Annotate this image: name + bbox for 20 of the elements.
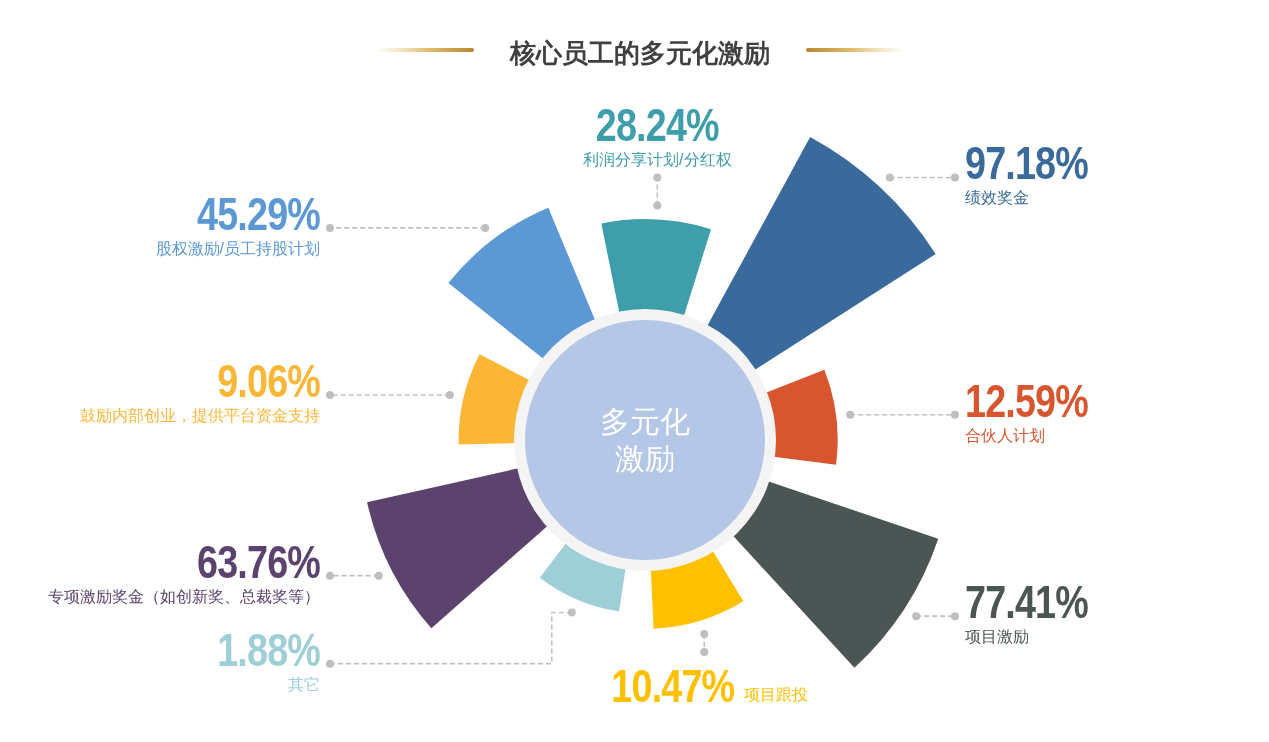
data-label: 10.47%	[611, 660, 735, 712]
category-label: 股权激励/员工持股计划	[155, 239, 320, 257]
category-label: 利润分享计划/分红权	[583, 151, 732, 169]
text: 多元化激励	[600, 404, 690, 476]
category-label: 项目激励	[965, 628, 1029, 646]
data-label: 97.18%	[965, 137, 1089, 190]
data-label: 63.76%	[197, 536, 321, 588]
category-label: 其它	[288, 675, 320, 693]
category-label: 合伙人计划	[965, 426, 1045, 444]
category-label: 绩效奖金	[965, 189, 1029, 207]
data-label: 45.29%	[197, 188, 321, 240]
data-label: 12.59%	[965, 375, 1089, 427]
data-label: 77.41%	[965, 576, 1089, 628]
category-label: 专项激励奖金（如创新奖、总裁奖等）	[48, 587, 320, 605]
category-label: 鼓励内部创业，提供平台资金支持	[80, 406, 320, 424]
text: 核心员工的多元化激励	[509, 38, 770, 68]
data-label: 9.06%	[217, 355, 321, 407]
data-label: 1.88%	[217, 624, 321, 676]
category-label: 项目跟投	[744, 685, 809, 703]
data-label: 28.24%	[595, 99, 720, 152]
